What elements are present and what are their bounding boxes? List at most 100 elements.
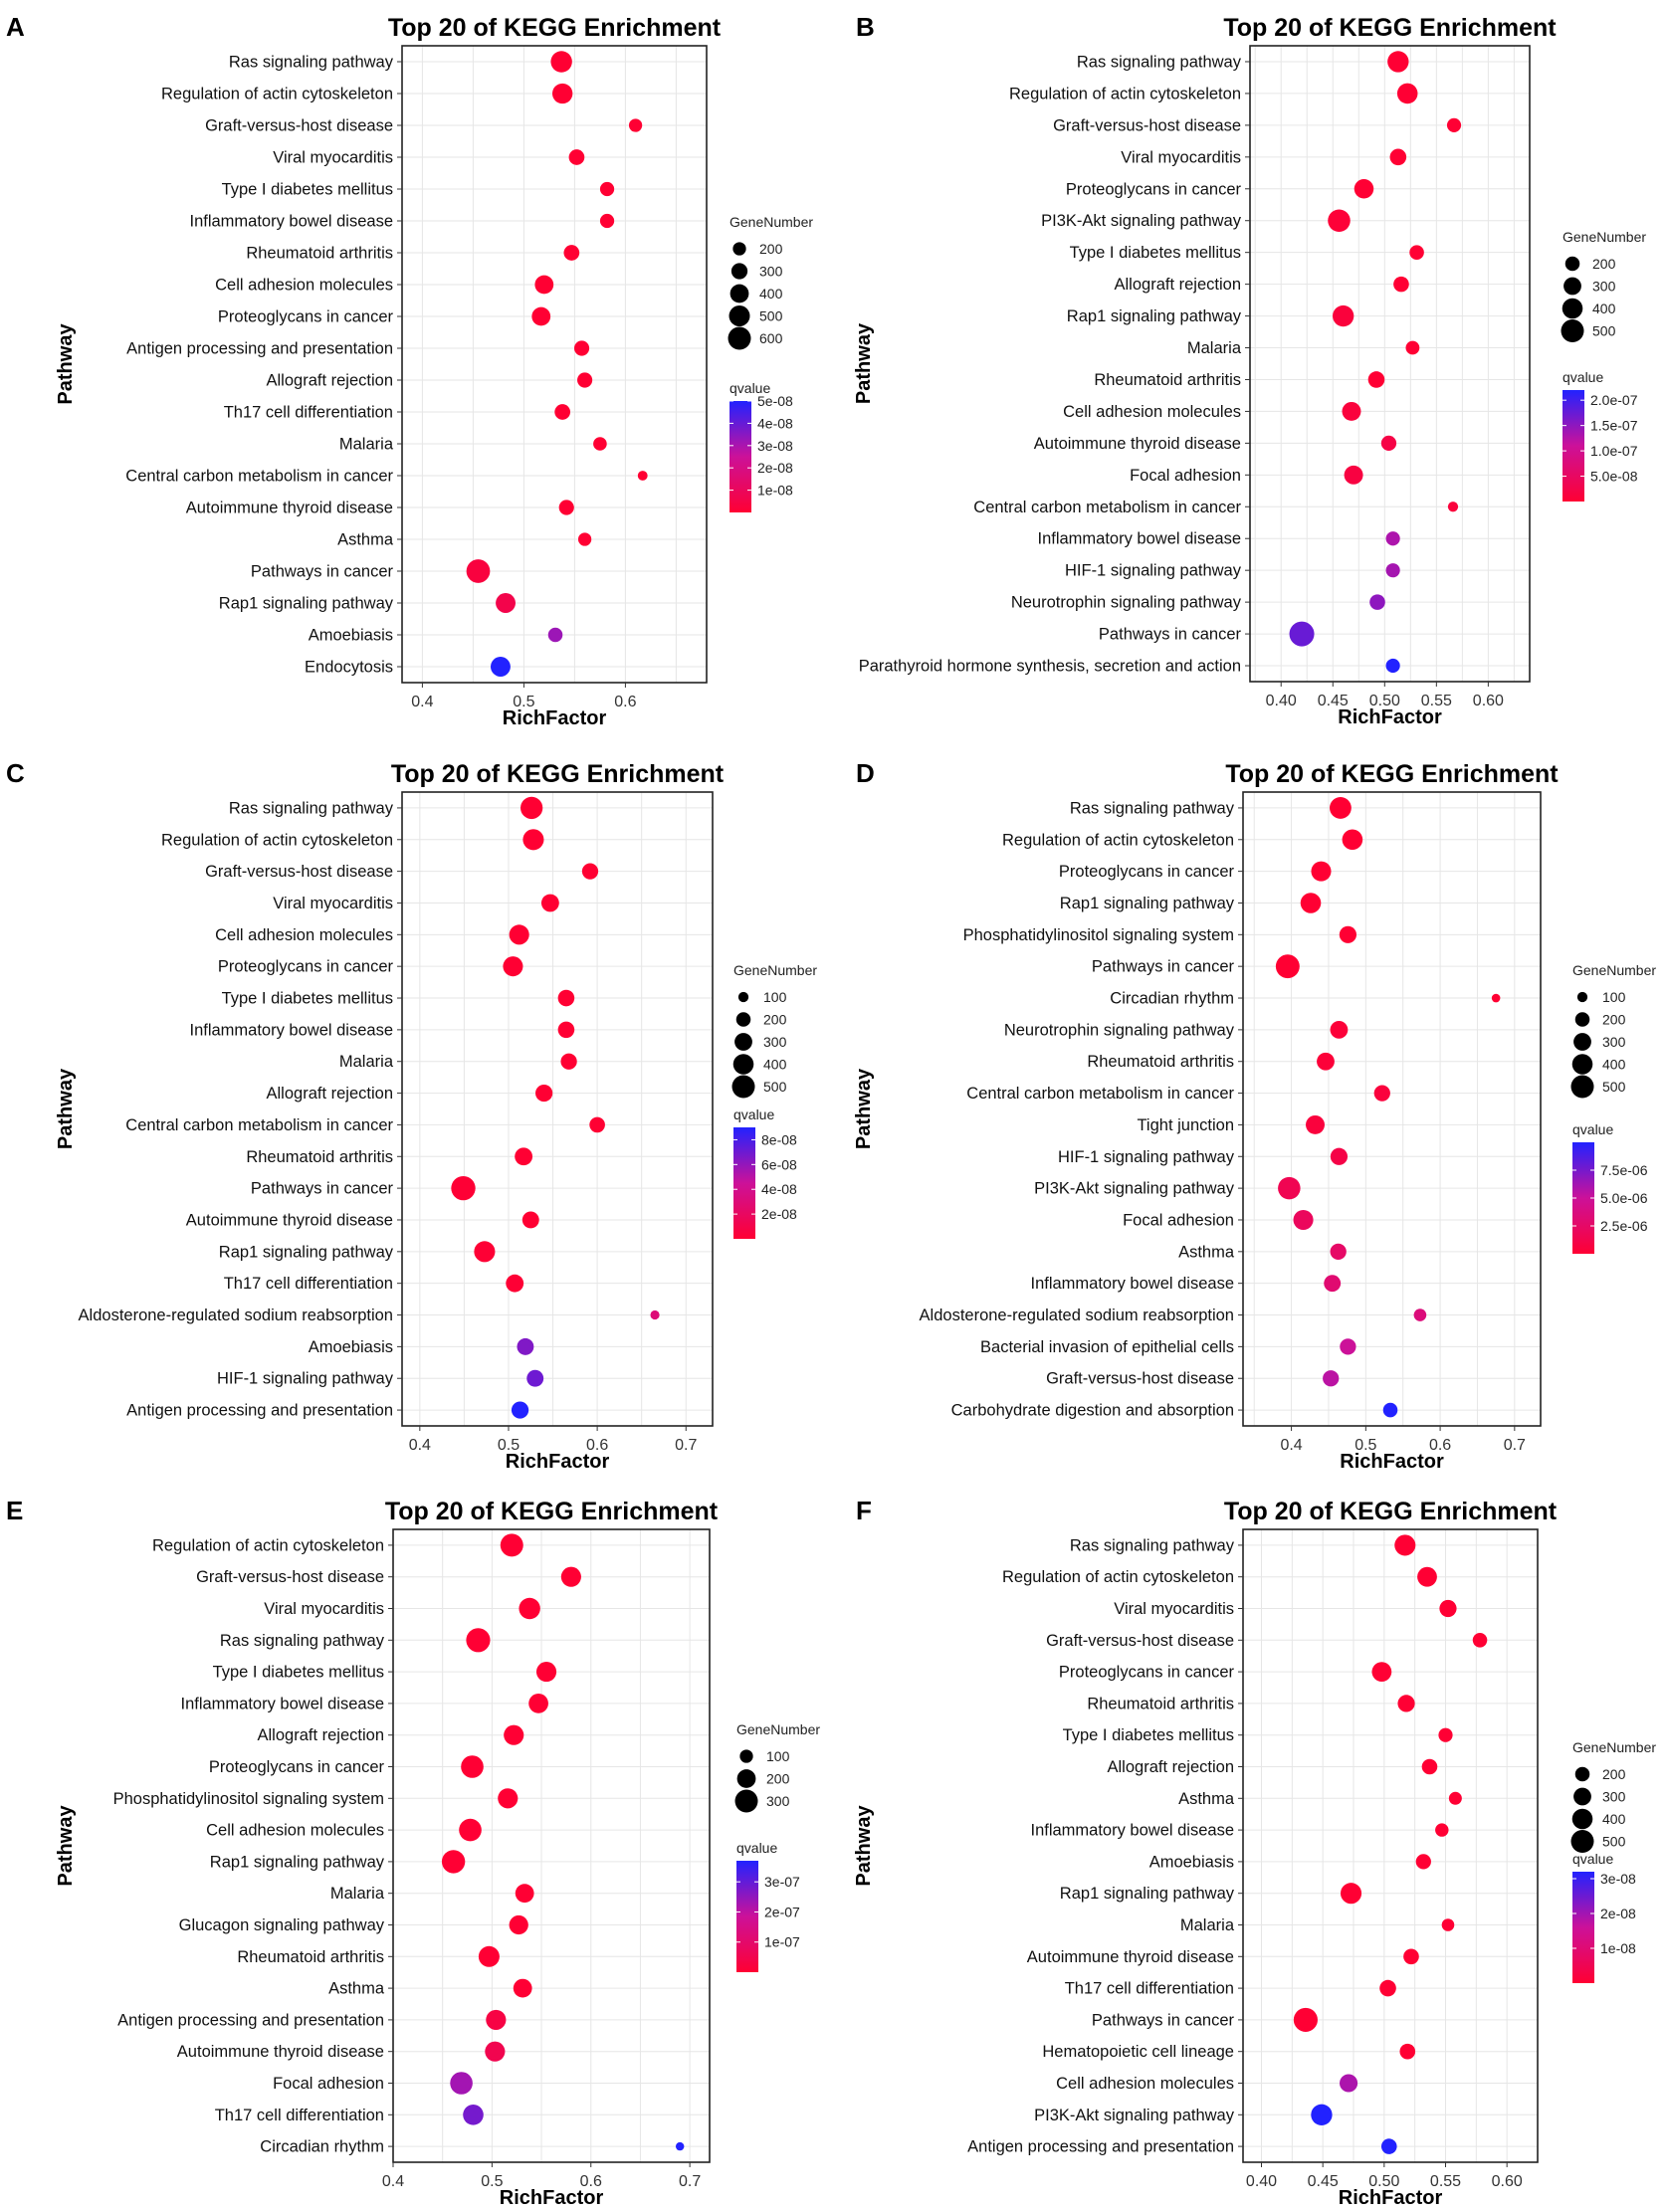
size-legend-title: GeneNumber xyxy=(1572,962,1656,978)
size-legend-dot xyxy=(1571,1808,1593,1830)
pathway-label: Rap1 signaling pathway xyxy=(1060,1885,1235,1903)
color-legend-title: qvalue xyxy=(1572,1121,1613,1137)
x-tick-label: 0.5 xyxy=(1354,1437,1376,1454)
data-point xyxy=(498,1788,519,1809)
pathway-label: Asthma xyxy=(337,531,394,549)
pathway-label: Rap1 signaling pathway xyxy=(210,1853,385,1871)
pathway-label: Proteoglycans in cancer xyxy=(218,958,394,976)
data-point xyxy=(520,796,543,820)
size-legend-label: 300 xyxy=(1602,1034,1626,1050)
pathway-label: Type I diabetes mellitus xyxy=(1063,1726,1234,1744)
pathway-label: Viral myocarditis xyxy=(1114,1600,1234,1618)
data-point xyxy=(1397,1695,1415,1712)
pathway-label: Allograft rejection xyxy=(1108,1758,1234,1776)
panel-letter: F xyxy=(856,1496,872,1525)
pathway-label: Neurotrophin signaling pathway xyxy=(1011,594,1242,612)
data-point xyxy=(517,1337,534,1355)
data-point xyxy=(1399,2043,1416,2060)
size-legend-dot xyxy=(737,991,749,1003)
size-legend-label: 600 xyxy=(759,330,783,346)
pathway-label: Ras signaling pathway xyxy=(229,799,394,817)
plot-frame xyxy=(401,45,708,684)
pathway-label: Proteoglycans in cancer xyxy=(1059,1664,1235,1682)
data-point xyxy=(589,1116,605,1133)
pathway-label: Viral myocarditis xyxy=(273,895,393,912)
pathway-label: Allograft rejection xyxy=(267,372,393,390)
data-point xyxy=(650,1309,660,1320)
data-point xyxy=(560,1053,577,1070)
size-legend-dot xyxy=(1562,298,1583,319)
x-tick-label: 0.55 xyxy=(1430,2173,1461,2190)
data-point xyxy=(490,657,511,677)
data-point xyxy=(1340,1883,1362,1905)
size-legend-label: 100 xyxy=(1602,989,1626,1005)
size-legend-label: 400 xyxy=(1592,301,1616,316)
data-point xyxy=(1278,1176,1301,1200)
chart-title: Top 20 of KEGG Enrichment xyxy=(1223,14,1557,42)
pathway-label: Parathyroid hormone synthesis, secretion… xyxy=(859,658,1241,676)
data-point xyxy=(1300,893,1322,913)
data-point xyxy=(1405,340,1420,355)
plot-area xyxy=(1243,1529,1538,2162)
pathway-label: Cell adhesion molecules xyxy=(215,277,393,295)
pathway-label: Pathways in cancer xyxy=(251,1180,394,1198)
x-tick-label: 0.50 xyxy=(1368,2173,1399,2190)
pathway-label: Focal adhesion xyxy=(273,2075,384,2093)
size-legend-dot xyxy=(1564,256,1580,272)
x-axis-title: RichFactor xyxy=(506,1451,610,1473)
chart-title: Top 20 of KEGG Enrichment xyxy=(385,1498,719,1525)
size-legend-label: 200 xyxy=(1602,1766,1626,1782)
color-legend-title: qvalue xyxy=(729,380,770,396)
y-axis-title: Pathway xyxy=(853,1805,875,1887)
size-legend-label: 500 xyxy=(1592,323,1616,339)
data-point xyxy=(506,1274,524,1293)
pathway-label: Autoimmune thyroid disease xyxy=(177,2043,384,2061)
pathway-label: Proteoglycans in cancer xyxy=(209,1758,385,1776)
pathway-label: Regulation of actin cytoskeleton xyxy=(152,1536,384,1554)
plot-frame xyxy=(1249,45,1531,683)
colorbar-label: 1.5e-07 xyxy=(1590,418,1638,434)
pathway-label: Endocytosis xyxy=(305,659,393,677)
pathway-label: Th17 cell differentiation xyxy=(1065,1980,1234,1998)
data-point xyxy=(568,149,585,165)
data-point xyxy=(1317,1052,1335,1071)
size-legend-label: 400 xyxy=(1602,1811,1626,1827)
pathway-label: Phosphatidylinositol signaling system xyxy=(113,1790,384,1808)
data-point xyxy=(519,1597,540,1620)
pathway-label: Ras signaling pathway xyxy=(1077,53,1242,71)
x-tick-label: 0.4 xyxy=(411,694,433,710)
data-point xyxy=(531,306,551,326)
pathway-label: Type I diabetes mellitus xyxy=(1070,244,1241,262)
size-legend-dot xyxy=(1573,1033,1591,1051)
data-point xyxy=(563,245,580,261)
data-point xyxy=(504,1724,524,1745)
pathway-label: HIF-1 signaling pathway xyxy=(1058,1148,1235,1166)
panel-letter: D xyxy=(856,758,875,788)
data-point xyxy=(463,2105,484,2125)
pathway-label: Ras signaling pathway xyxy=(1070,1536,1235,1554)
data-point xyxy=(515,1147,533,1166)
size-legend-title: GeneNumber xyxy=(733,962,817,978)
data-point xyxy=(577,532,592,546)
size-legend-label: 500 xyxy=(759,308,783,324)
chart-title: Top 20 of KEGG Enrichment xyxy=(1224,1498,1558,1525)
colorbar-label: 7.5e-06 xyxy=(1600,1162,1648,1178)
data-point xyxy=(1421,1758,1438,1775)
data-point xyxy=(1389,148,1407,166)
size-legend-label: 200 xyxy=(763,1012,787,1028)
colorbar-label: 1e-08 xyxy=(1600,1940,1636,1956)
data-point xyxy=(560,1566,581,1587)
data-point xyxy=(1324,1275,1342,1293)
pathway-label: Proteoglycans in cancer xyxy=(1059,863,1235,881)
data-point xyxy=(528,1694,548,1713)
data-point xyxy=(459,1818,482,1842)
colorbar-label: 2.5e-06 xyxy=(1600,1218,1648,1234)
size-legend-label: 500 xyxy=(763,1079,787,1095)
data-point xyxy=(509,1914,528,1935)
size-legend-label: 200 xyxy=(1592,256,1616,272)
pathway-label: Asthma xyxy=(328,1980,385,1998)
data-point xyxy=(1293,1209,1314,1231)
x-tick-label: 0.7 xyxy=(679,2173,701,2190)
qvalue-colorbar xyxy=(733,1127,755,1239)
pathway-label: Amoebiasis xyxy=(309,1338,393,1356)
